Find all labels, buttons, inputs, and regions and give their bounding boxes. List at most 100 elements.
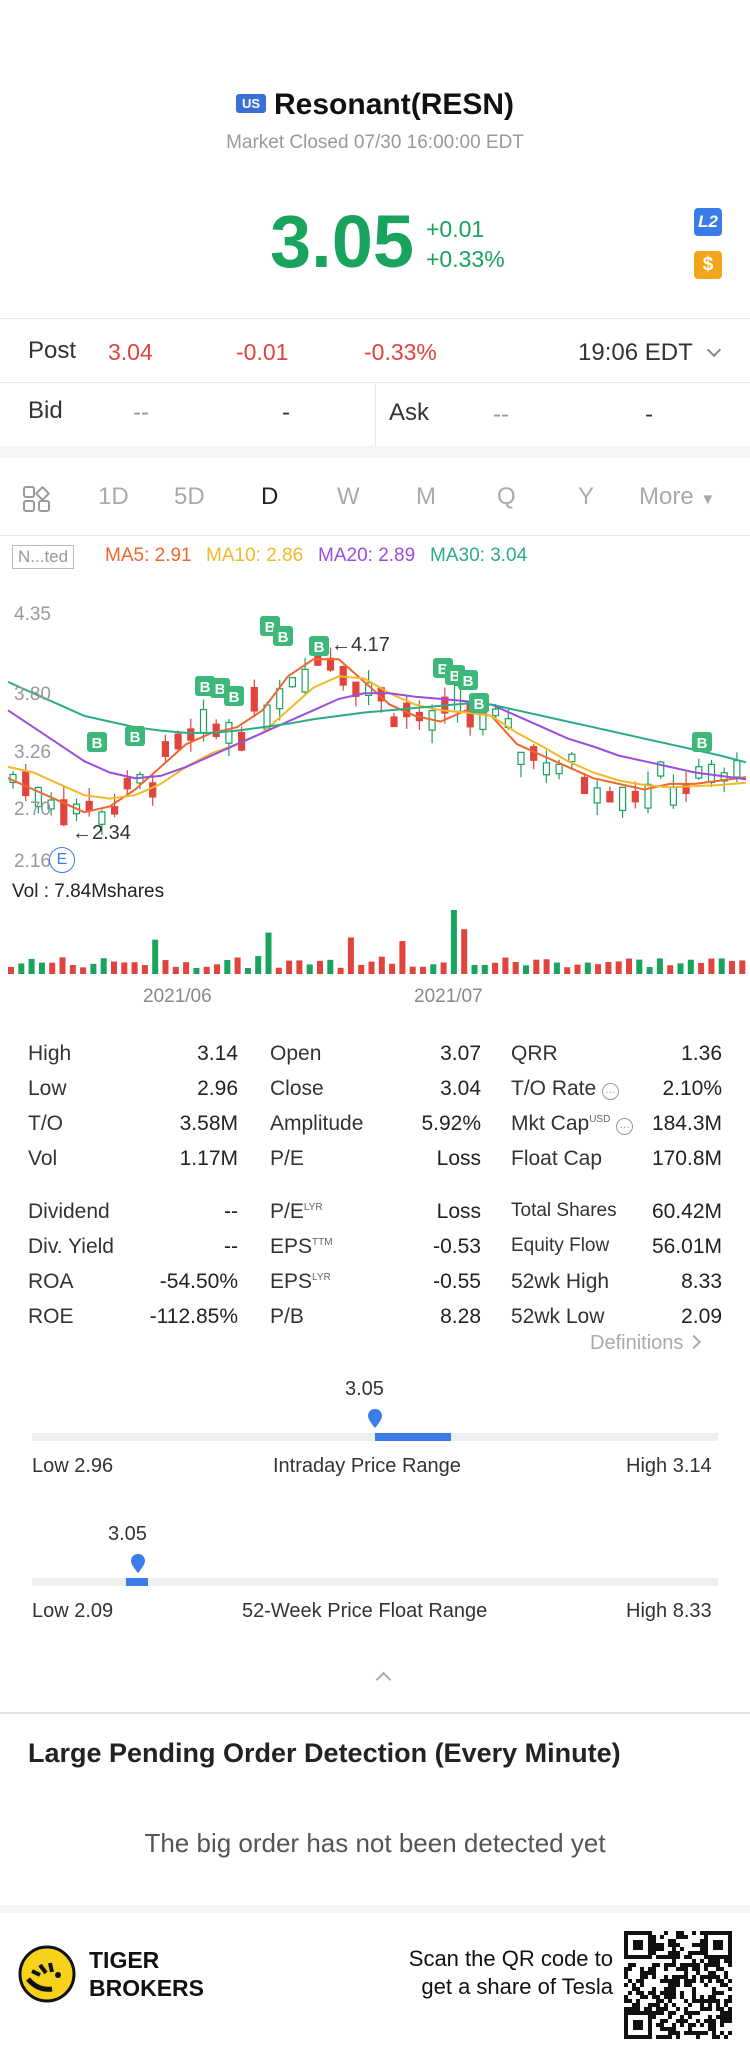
qr-module [724,2011,728,2015]
volume-bar [440,962,447,974]
tab-y[interactable]: Y [578,483,595,510]
qr-module [668,2027,672,2031]
tab-m[interactable]: M [416,483,436,510]
qr-module [684,1955,688,1959]
volume-bar [687,959,694,974]
tab-1d[interactable]: 1D [98,483,129,510]
qr-module [692,2023,696,2027]
stat-label: ROA [28,1270,74,1293]
qr-module [704,2007,708,2011]
candle-body [593,787,601,804]
large-order-message: The big order has not been detected yet [144,1828,606,1858]
post-time-dropdown[interactable]: 19:06 EDT [578,339,722,367]
qr-module [684,1963,688,1967]
qr-module [684,1999,688,2003]
bid-price: -- [133,399,149,426]
qr-module [672,1939,676,1943]
qr-module [724,2003,728,2007]
qr-module [700,1959,704,1963]
indicator-tag[interactable]: N...ted [12,545,75,569]
ma-legend: N...ted MA5: 2.91 MA10: 2.86 MA20: 2.89 … [0,545,750,571]
ma30-value: MA30: 3.04 [430,545,528,566]
qr-module [688,1955,692,1959]
qr-module [720,2015,724,2019]
qr-module [688,2031,692,2035]
post-price: 3.04 [108,339,153,365]
qr-module [720,2023,724,2027]
promo-footer[interactable]: TIGER BROKERS Scan the QR code to get a … [0,1905,750,2053]
qr-module [696,1951,700,1955]
qr-module [684,2031,688,2035]
qr-module [656,1995,660,1999]
qr-module [672,1963,676,1967]
tab-5d[interactable]: 5D [174,483,205,510]
qr-module [624,2007,628,2011]
tab-more[interactable]: More ▼ [639,483,715,511]
qr-module [636,1991,640,1995]
qr-module [664,1979,668,1983]
tab-w[interactable]: W [337,483,360,510]
stat-value: 2.10% [662,1077,722,1100]
qr-module [728,1995,732,1999]
qr-module [652,1967,656,1971]
qr-module [728,2011,732,2015]
buy-marker-label: B [474,696,485,713]
qr-module [672,1955,676,1959]
qr-module [644,1975,648,1979]
qr-module [660,2007,664,2011]
qr-module [704,2031,708,2035]
qr-module [696,2035,700,2039]
qr-module [712,1999,716,2003]
volume-bar [667,965,674,974]
qr-module [708,2003,712,2007]
l2-badge[interactable]: L2 [694,208,722,236]
low-price-mark: ←2.34 [72,822,131,844]
qr-module [656,1955,660,1959]
qr-module [640,1967,644,1971]
qr-module [664,1995,668,1999]
divider [0,318,750,319]
dollar-badge[interactable]: $ [694,251,722,279]
qr-module [716,2035,720,2039]
candle-body [301,668,309,693]
chart-settings-icon[interactable] [22,485,52,518]
qr-module [688,2027,692,2031]
qr-module [628,1991,632,1995]
definitions-link[interactable]: Definitions [590,1332,702,1355]
volume-bar [296,960,303,974]
qr-module [700,1995,704,1999]
qr-module [672,1983,676,1987]
buy-marker-label: B [450,668,461,685]
tab-q[interactable]: Q [497,483,516,510]
qr-module [708,2015,712,2019]
qr-module [660,1947,664,1951]
qr-module [684,2011,688,2015]
qr-module [712,1975,716,1979]
stat-label: Dividend [28,1200,110,1223]
collapse-icon[interactable] [375,1671,392,1690]
candle-body [733,760,741,778]
volume-bar [502,957,509,974]
buy-marker-label: B [278,629,289,646]
qr-module [692,1991,696,1995]
qr-module [708,1975,712,1979]
stat-label: P/B [270,1305,304,1328]
qr-module [640,1995,644,1999]
volume-bar [430,964,437,974]
qr-module [672,1991,676,1995]
qr-module [680,1931,684,1935]
earnings-marker[interactable]: E [49,847,75,873]
qr-module [716,2007,720,2011]
stat-label: Low [28,1077,67,1100]
stat-value: -54.50% [159,1270,238,1293]
volume-bar [286,960,293,974]
qr-module [708,2027,712,2031]
qr-module [660,2019,664,2023]
stat-label: Open [270,1042,322,1065]
qr-module [652,2003,656,2007]
intraday-range-bar [32,1433,718,1441]
qr-module [628,2007,632,2011]
tab-d[interactable]: D [261,483,279,510]
stat-value: -112.85% [149,1305,238,1328]
